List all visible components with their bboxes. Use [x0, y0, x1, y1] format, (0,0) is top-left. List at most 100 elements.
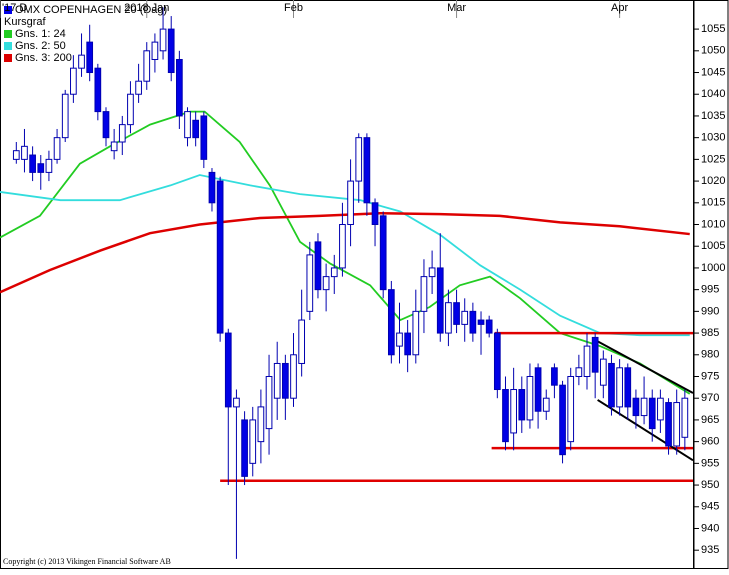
axis-frame	[693, 0, 729, 569]
y-tick-label: 990	[701, 305, 719, 317]
candle-body	[192, 119, 200, 139]
candle-body	[534, 367, 542, 412]
y-tick-label: 1025	[701, 153, 725, 165]
x-tick-label: Mar	[447, 2, 466, 14]
y-tick-label: 945	[701, 501, 719, 513]
x-tick-label: '17 D	[2, 2, 27, 14]
candle-body	[526, 375, 534, 421]
candle-body	[176, 58, 183, 117]
candle-body	[591, 336, 599, 373]
candle-body	[298, 319, 306, 364]
plot	[0, 7, 694, 559]
candle-body	[135, 80, 142, 95]
x-tick-label: Feb	[284, 2, 303, 14]
candle-body	[127, 93, 134, 126]
y-tick-label: 1040	[701, 88, 725, 100]
candle-body	[257, 406, 265, 443]
y-tick-label: 995	[701, 284, 719, 296]
candle-body	[420, 276, 428, 312]
legend-label: Gns. 2: 50	[15, 40, 66, 52]
candle-body	[477, 319, 485, 325]
x-tick-label: 2018 Jan	[124, 2, 169, 14]
y-tick-label: 940	[701, 522, 719, 534]
candle-body	[640, 397, 648, 417]
candle-body	[559, 384, 566, 456]
candle-body	[379, 215, 387, 291]
candle-body	[29, 154, 36, 173]
candle-body	[208, 171, 216, 204]
y-tick-label: 985	[701, 327, 719, 339]
candle-body	[200, 115, 208, 160]
legend-swatch	[4, 6, 12, 14]
candle-body	[143, 50, 151, 82]
candle-body	[322, 276, 330, 291]
y-tick-label: 950	[701, 479, 719, 491]
candle-body	[542, 397, 550, 412]
candle-body	[371, 202, 379, 226]
candle-body	[61, 93, 69, 139]
candle-body	[436, 267, 444, 334]
candle-body	[510, 389, 517, 434]
candle-body	[70, 67, 77, 95]
candle-body	[502, 389, 509, 443]
candle-body	[94, 67, 102, 113]
y-tick-label: 935	[701, 544, 719, 556]
candle-body	[608, 362, 615, 408]
x-tick-label: Apr	[611, 2, 628, 14]
candle-body	[616, 367, 623, 408]
candle-body	[102, 111, 110, 139]
legend-swatch	[4, 42, 12, 50]
candle-body	[45, 158, 53, 173]
candle-body	[330, 267, 338, 278]
candle-body	[306, 254, 314, 312]
candle-body	[665, 402, 672, 447]
candle-body	[485, 319, 493, 334]
candle-body	[273, 362, 281, 399]
candle-body	[493, 332, 501, 391]
y-tick-label: 980	[701, 349, 719, 361]
candle-body	[681, 397, 689, 438]
candle-body	[461, 310, 469, 325]
candle-body	[12, 150, 20, 160]
candle-body	[624, 367, 632, 408]
y-tick-label: 1030	[701, 132, 725, 144]
candle-body	[657, 397, 664, 421]
candle-body	[363, 137, 371, 204]
y-tick-label: 1050	[701, 45, 725, 57]
candle-body	[428, 267, 436, 278]
y-tick-label: 1020	[701, 175, 725, 187]
candle-body	[404, 332, 412, 356]
candle-body	[575, 367, 583, 377]
candle-body	[673, 402, 681, 447]
candle-body	[249, 419, 257, 464]
candle-body	[241, 419, 248, 477]
candle-body	[412, 310, 420, 356]
candle-body	[551, 367, 558, 386]
candle-body	[159, 28, 167, 52]
y-tick-label: 1035	[701, 110, 725, 122]
y-tick-label: 960	[701, 436, 719, 448]
y-tick-label: 955	[701, 457, 719, 469]
candle-body	[314, 241, 322, 291]
candle-body	[53, 137, 61, 160]
candle-body	[233, 397, 240, 408]
candle-body	[445, 302, 452, 334]
moving-average	[0, 211, 690, 294]
candle-body	[396, 332, 403, 347]
legend-swatch	[4, 30, 12, 38]
candle-body	[216, 180, 224, 334]
copyright: Copyright (c) 2013 Vikingen Financial So…	[3, 557, 171, 566]
legend-label: Gns. 3: 200	[15, 52, 72, 64]
candle-body	[339, 224, 346, 269]
trend-line	[594, 339, 694, 394]
candle-body	[110, 141, 118, 152]
candle-body	[184, 111, 191, 139]
legend-label: Gns. 1: 24	[15, 28, 66, 40]
candle-body	[648, 397, 656, 430]
y-tick-label: 1055	[701, 23, 725, 35]
y-tick-label: 1010	[701, 218, 725, 230]
y-tick-label: 1045	[701, 66, 725, 78]
y-tick-label: 965	[701, 414, 719, 426]
